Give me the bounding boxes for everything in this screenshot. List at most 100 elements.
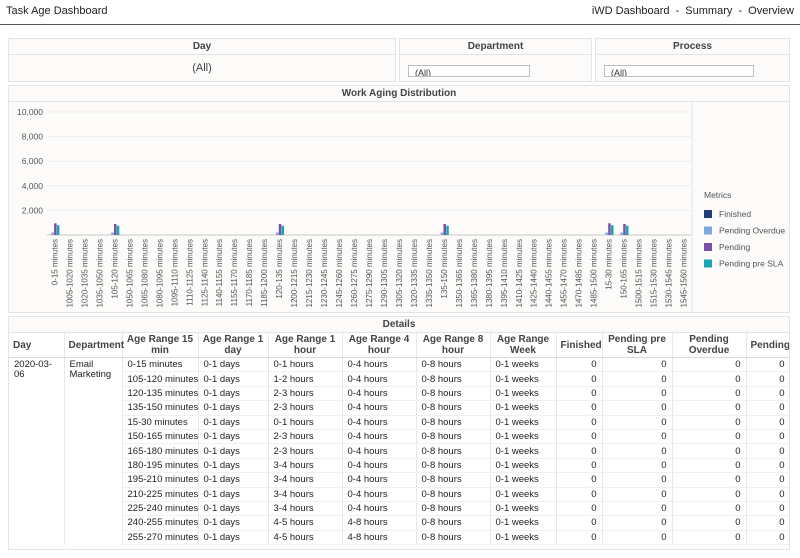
chart-title: Work Aging Distribution [9,86,789,102]
details-header-row: Day Department Age Range 15 min Age Range 1… [9,333,789,358]
table-cell: 135-150 minutes [122,400,199,416]
table-cell: 3-4 hours [268,472,343,488]
breadcrumb-item-overview[interactable]: Overview [748,5,794,17]
department-filter-label: Department [400,39,591,55]
column-header-day[interactable]: Day [9,333,65,358]
table-cell: 3-4 hours [268,487,343,502]
work-aging-chart: 2,000 4,000 6,000 8,000 10,000 0-15 minutes 10… [17,102,785,312]
work-aging-chart-panel: Work Aging Distribution 2,000 4,000 6,000 8… [8,85,790,313]
table-cell: 240-255 minutes [122,515,199,531]
table-cell: 0 [556,530,603,546]
x-tick-label: 1110-1125 minutes [185,239,194,306]
legend-item-pending-overdue[interactable]: Pending Overdue [719,226,785,236]
table-row: 225-240 minutes 0-1 days 3-4 hours 0-4 hour… [9,501,789,517]
table-cell: 0-1 days [198,501,269,517]
table-cell: 0-1 days [198,515,269,531]
table-cell: 0 [672,371,747,387]
x-tick-label: 1530-1545 minutes [665,239,674,308]
table-cell: 0 [746,371,789,387]
x-tick-label: 1320-1335 minutes [410,239,419,308]
table-cell: 0-1 weeks [490,458,557,474]
breadcrumb-item-iwd-dashboard[interactable]: iWD Dashboard [591,5,670,17]
y-tick-label: 4,000 [22,181,44,191]
x-tick-label: 1305-1320 minutes [395,239,404,308]
x-tick-label: 1080-1095 minutes [155,239,164,308]
bar-pending [113,223,117,235]
table-cell: 0 [602,487,673,502]
table-cell: 0 [746,515,789,531]
x-tick-label: 1440-1455 minutes [545,239,554,308]
table-cell: 0 [556,458,603,474]
table-cell: 1-2 hours [268,371,343,387]
table-cell: 0-4 hours [342,400,417,416]
table-cell: 0 [602,501,673,517]
details-panel: Details Day Department Age Range 15 min Age… [8,316,790,550]
legend-item-pending-pre-sla[interactable]: Pending pre SLA [719,259,784,269]
table-cell: 0 [746,458,789,474]
table-cell: 0 [556,357,603,373]
table-cell: 0 [602,429,673,445]
x-tick-label: 1065-1080 minutes [140,239,149,308]
bar-pending [443,223,446,235]
table-cell: 0-8 hours [416,400,491,416]
table-cell: 0-15 minutes [122,357,199,373]
table-cell: 0-4 hours [342,458,417,474]
column-header-age-range-1-day[interactable]: Age Range 1 day [198,333,269,358]
table-cell: 0 [746,429,789,445]
table-cell: 0-1 days [198,415,269,430]
table-cell: 0-8 hours [416,501,491,517]
column-header-pending[interactable]: Pending [746,333,789,358]
legend-item-finished[interactable]: Finished [719,209,751,219]
table-cell: 165-180 minutes [122,443,199,459]
column-header-age-range-8-hour[interactable]: Age Range 8 hour [416,333,491,358]
column-header-pending-pre-sla[interactable]: Pending pre SLA [602,333,673,358]
process-select[interactable]: (All) [604,65,754,77]
table-cell: 0 [556,443,603,459]
bar-pending-pre-sla [116,225,120,235]
table-cell: 0 [672,400,747,416]
table-row: 240-255 minutes 0-1 days 4-5 hours 4-8 hour… [9,515,789,531]
legend-swatch [704,210,712,218]
table-row: 135-150 minutes 0-1 days 2-3 hours 0-4 hour… [9,400,789,416]
bar-pending-overdue [111,232,114,235]
table-cell: 0 [746,487,789,502]
x-tick-label: 1185-1200 minutes [260,239,269,307]
table-cell: 0 [602,458,673,474]
table-cell: 0 [602,400,673,416]
column-header-finished[interactable]: Finished [556,333,603,358]
column-header-age-range-4-hour[interactable]: Age Range 4 hour [342,333,417,358]
table-cell: 0 [602,386,673,402]
breadcrumb-item-summary[interactable]: Summary [685,5,733,17]
x-tick-label: 0-15 minutes [50,239,59,285]
column-header-age-range-15-min[interactable]: Age Range 15 min [122,333,199,358]
table-row: 15-30 minutes 0-1 days 0-1 hours 0-4 hours 0… [9,415,789,430]
table-row: 2020-03-06 Email Marketing 0-15 minutes 0-1… [9,357,789,545]
y-tick-label: 2,000 [22,205,44,215]
x-tick-label: 1245-1260 minutes [335,239,344,308]
column-header-age-range-1-hour[interactable]: Age Range 1 hour [268,333,343,358]
table-cell: 0-1 days [198,530,269,546]
table-cell: 0-1 weeks [490,443,557,459]
table-row: 180-195 minutes 0-1 days 3-4 hours 0-4 hour… [9,458,789,474]
table-cell: 0-8 hours [416,429,491,445]
bar-pending-pre-sla [56,225,60,235]
column-header-age-range-week[interactable]: Age Range Week [490,333,557,358]
x-tick-label: 1275-1290 minutes [365,239,374,308]
department-select[interactable]: (All) [408,65,530,77]
table-cell: 0-4 hours [342,371,417,387]
table-cell: 0 [602,472,673,488]
department-cell: Email Marketing [64,357,123,545]
legend-item-pending[interactable]: Pending [719,242,750,252]
table-cell: 0 [746,530,789,546]
table-cell: 0 [672,429,747,445]
table-cell: 255-270 minutes [122,530,199,546]
details-table: Day Department Age Range 15 min Age Range 1… [9,333,789,546]
column-header-pending-overdue[interactable]: Pending Overdue [672,333,747,358]
legend-swatch [704,259,712,268]
table-cell: 0 [672,530,747,546]
table-cell: 0 [602,515,673,531]
legend-title: Metrics [704,190,731,200]
table-cell: 0 [556,487,603,502]
column-header-department[interactable]: Department [64,333,124,358]
day-filter-value[interactable]: (All) [192,62,212,74]
